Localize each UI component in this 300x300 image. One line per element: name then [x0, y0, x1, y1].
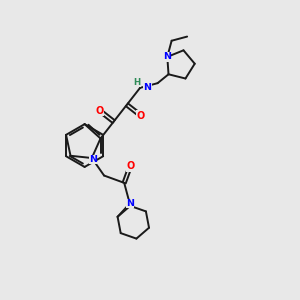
Text: O: O — [136, 110, 145, 121]
Text: N: N — [89, 155, 97, 164]
Text: H: H — [134, 78, 141, 87]
Text: N: N — [163, 52, 171, 62]
Text: N: N — [126, 199, 134, 208]
Text: O: O — [126, 161, 134, 171]
Text: N: N — [144, 83, 152, 92]
Text: O: O — [96, 106, 104, 116]
